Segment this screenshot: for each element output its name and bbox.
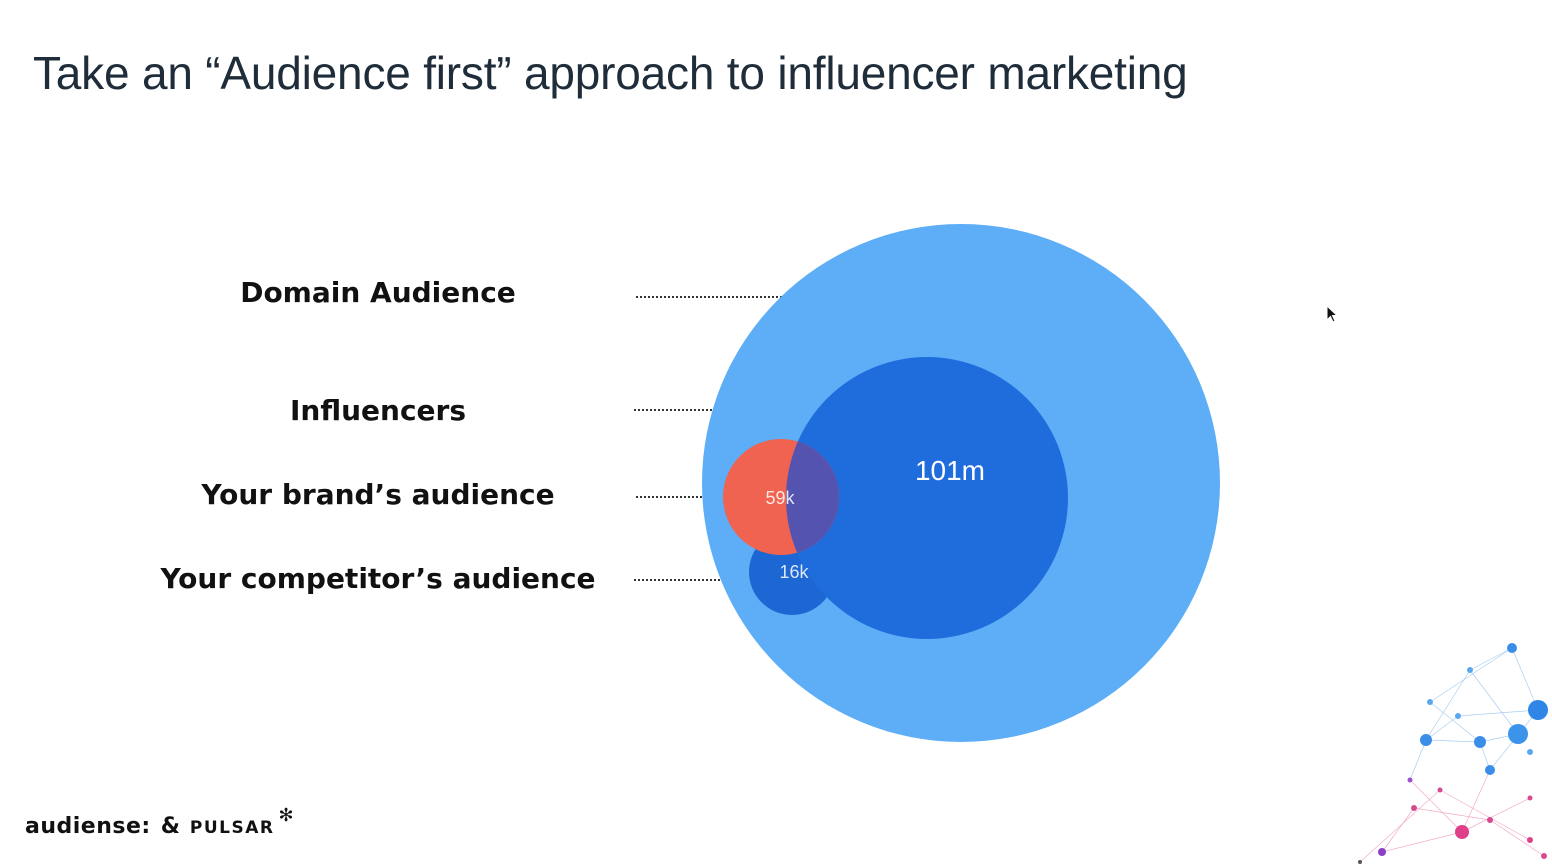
influencers-circle [786,357,1068,639]
brand-value: 59k [765,488,795,508]
influencers-value: 101m [915,455,985,486]
label-influencers: Influencers [289,394,467,427]
label-brand-audience: Your brand’s audience [201,478,555,511]
competitor-value: 16k [779,562,809,582]
label-domain-audience: Domain Audience [240,276,516,309]
audiense-logo: audiense: [25,814,151,839]
footer-logos: audiense: & PULSAR ✻ [25,805,294,839]
label-competitor-audience: Your competitor’s audience [160,562,596,595]
mouse-cursor-icon [1326,305,1339,323]
pulsar-logo: PULSAR [189,818,275,838]
network-graphic-icon [1358,643,1548,864]
logo-ampersand: & [160,814,180,839]
pulsar-mark-icon: ✻ [278,805,294,825]
slide-title: Take an “Audience first” approach to inf… [33,47,1188,99]
